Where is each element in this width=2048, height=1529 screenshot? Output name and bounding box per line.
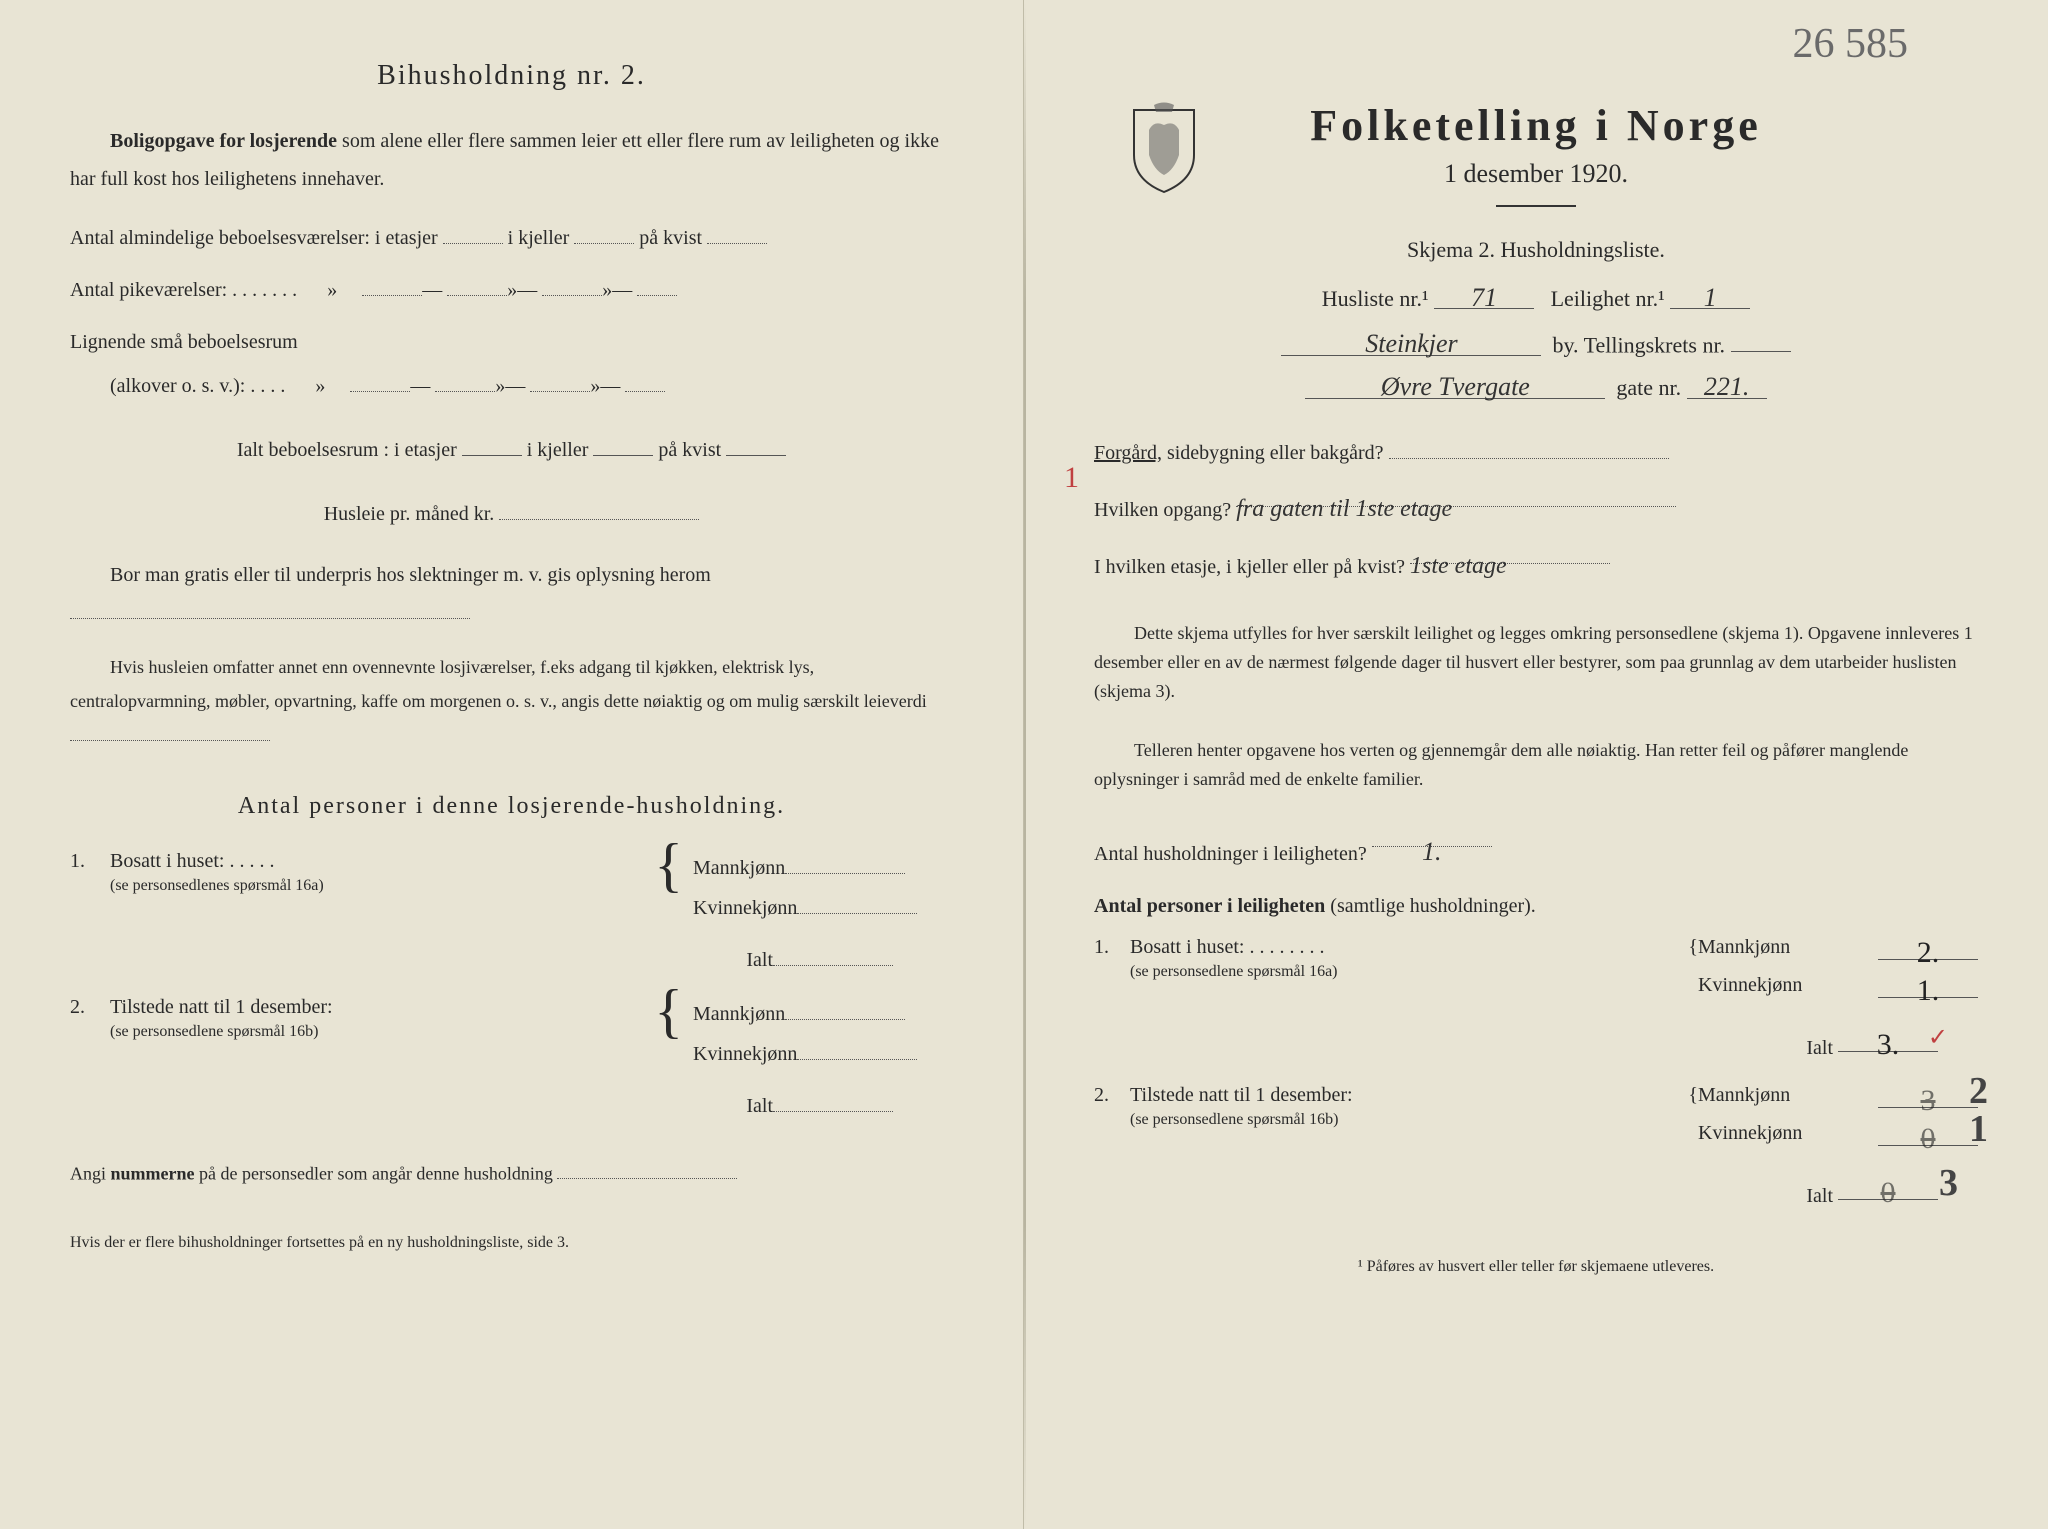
skjema-line: Skjema 2. Husholdningsliste. [1094,237,1978,263]
field-pike: Antal pikeværelser: . . . . . . . » — »—… [70,268,953,312]
subtitle: 1 desember 1920. [1094,159,1978,189]
left-footnote: Hvis der er flere bihusholdninger fortse… [70,1234,953,1252]
antal-pers-line: Antal personer i leiligheten (samtlige h… [1094,884,1978,928]
left-page: Bihusholdning nr. 2. Boligopgave for los… [0,0,1024,1529]
red-mark: 1 [1064,461,1079,495]
title-rule [1496,205,1576,207]
main-title: Folketelling i Norge [1094,100,1978,151]
by-line: Steinkjer by. Tellingskrets nr. [1094,326,1978,358]
brace-icon: { [654,850,683,880]
coat-of-arms-icon [1124,100,1204,195]
forgard-line: Forgård, sidebygning eller bakgård? [1094,431,1978,475]
husliste-line: Husliste nr.¹ 71 Leilighet nr.¹ 1 [1094,283,1978,312]
rq2-ialt: Ialt 0 3 [1094,1176,1978,1208]
section-antal-personer: Antal personer i denne losjerende-hushol… [70,793,953,820]
red-check: ✓ [1928,1023,1948,1052]
instructions-1: Dette skjema utfylles for hver særskilt … [1094,619,1978,705]
angi-line: Angi nummerne på de personsedler som ang… [70,1158,953,1185]
field-husleie: Husleie pr. måned kr. [70,492,953,536]
field-ialt-bebo: Ialt beboelsesrum : i etasjer i kjeller … [70,428,953,472]
field-beboelse: Antal almindelige beboelsesværelser: i e… [70,216,953,260]
top-handwriting: 26 585 [1793,20,1909,68]
husleie-note: Hvis husleien omfatter annet enn ovennev… [70,650,953,753]
lead-bold: Boligopgave for losjerende [110,130,337,152]
brace-icon: { [1688,1084,1698,1107]
etasje-line: I hvilken etasje, i kjeller eller på kvi… [1094,540,1978,589]
q1-ialt: Ialt [70,942,953,972]
right-footnote: ¹ Påføres av husvert eller teller før sk… [1094,1258,1978,1276]
rq2-row: 2. Tilstede natt til 1 desember: (se per… [1094,1084,1978,1160]
q1-row: 1. Bosatt i huset: . . . . . (se persons… [70,850,953,930]
gate-line: Øvre Tvergate gate nr. 221. [1094,372,1978,401]
lead-paragraph: Boligopgave for losjerende som alene ell… [70,122,953,198]
q2-ialt: Ialt [70,1088,953,1118]
q2-row: 2. Tilstede natt til 1 desember: (se per… [70,996,953,1076]
rq1-ialt: Ialt 3. ✓ [1094,1028,1978,1060]
opgang-line: Hvilken opgang? fra gaten til 1ste etage [1094,483,1978,532]
instructions-2: Telleren henter opgavene hos verten og g… [1094,736,1978,794]
antal-hush-line: Antal husholdninger i leiligheten? 1. [1094,823,1978,876]
bihusholdning-title: Bihusholdning nr. 2. [70,60,953,92]
rq1-row: 1. Bosatt i huset: . . . . . . . . (se p… [1094,936,1978,1012]
brace-icon: { [1688,936,1698,959]
field-lignende: Lignende små beboelsesrum (alkover o. s.… [70,320,953,408]
gratis-para: Bor man gratis eller til underpris hos s… [70,556,953,632]
brace-icon: { [654,996,683,1026]
right-page: 26 585 Folketelling i Norge 1 desember 1… [1024,0,2048,1529]
